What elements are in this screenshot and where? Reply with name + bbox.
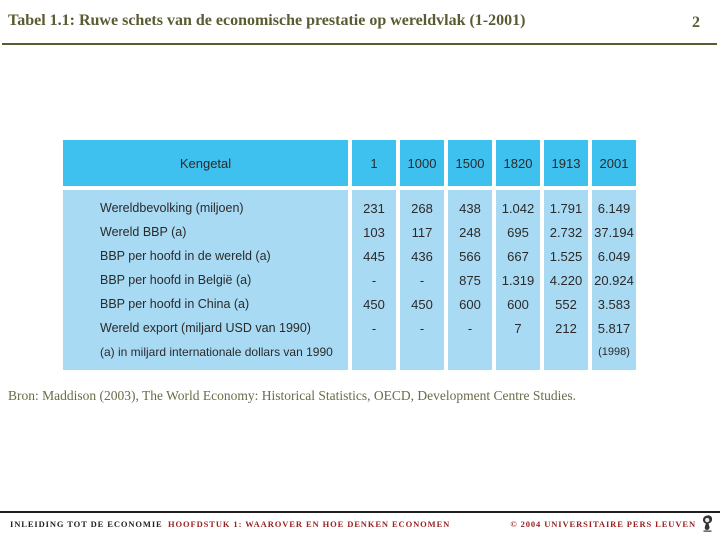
cell-note [352, 340, 396, 364]
cell-value: 450 [411, 296, 433, 312]
column-body: 268 117 436 - 450 - [400, 190, 444, 370]
column-header: 1913 [544, 140, 588, 186]
table-column-1500: 1500 438 248 566 875 600 - [448, 140, 492, 370]
row-label: BBP per hoofd in België (a) [100, 273, 252, 287]
cell-value: 37.194 [594, 224, 634, 240]
cell-note [448, 340, 492, 364]
page-number: 2 [692, 14, 700, 31]
cell-value: 1.319 [501, 272, 535, 288]
row-label: Wereld export (miljard USD van 1990) [100, 321, 311, 335]
cell-value: 212 [555, 320, 577, 336]
cell-note [496, 340, 540, 364]
cell-value: - [371, 272, 377, 288]
cell-value: 1.791 [549, 200, 583, 216]
cell-value: - [371, 320, 377, 336]
column-header: 1000 [400, 140, 444, 186]
cell-value: 450 [363, 296, 385, 312]
table-column-1000: 1000 268 117 436 - 450 - [400, 140, 444, 370]
column-body: Wereldbevolking (miljoen) Wereld BBP (a) B… [63, 190, 348, 370]
cell-value: 117 [411, 224, 433, 240]
cell-value: - [467, 320, 473, 336]
data-table: Kengetal Wereldbevolking (miljoen) Wereld … [63, 140, 636, 370]
cell-value: 667 [507, 248, 529, 264]
cell-value: 1.042 [501, 200, 535, 216]
column-header: 1820 [496, 140, 540, 186]
cell-value: 231 [363, 200, 385, 216]
cell-value: 566 [459, 248, 481, 264]
cell-value: 20.924 [594, 272, 634, 288]
cell-value: 6.049 [597, 248, 631, 264]
column-body: 438 248 566 875 600 - [448, 190, 492, 370]
row-label: Wereld BBP (a) [100, 225, 187, 239]
cell-value: 445 [363, 248, 385, 264]
cell-value: 436 [411, 248, 433, 264]
table-column-1913: 1913 1.791 2.732 1.525 4.220 552 212 [544, 140, 588, 370]
source-citation: Bron: Maddison (2003), The World Economy… [8, 388, 576, 403]
column-body: 231 103 445 - 450 - [352, 190, 396, 370]
footer-course-title: INLEIDING TOT DE ECONOMIE [10, 519, 163, 529]
table-column-kengetal: Kengetal Wereldbevolking (miljoen) Wereld … [63, 140, 348, 370]
column-header: Kengetal [63, 140, 348, 186]
column-body: 1.791 2.732 1.525 4.220 552 212 [544, 190, 588, 370]
table-footnote: (a) in miljard internationale dollars va… [100, 345, 333, 359]
table-column-1820: 1820 1.042 695 667 1.319 600 7 [496, 140, 540, 370]
cell-value: 600 [459, 296, 481, 312]
cell-value: - [419, 320, 425, 336]
footer-copyright: © 2004 UNIVERSITAIRE PERS LEUVEN [510, 519, 696, 529]
column-header: 1500 [448, 140, 492, 186]
cell-value: 268 [411, 200, 433, 216]
column-body: 1.042 695 667 1.319 600 7 [496, 190, 540, 370]
cell-value: 3.583 [597, 296, 631, 312]
cell-note [544, 340, 588, 364]
row-label: BBP per hoofd in de wereld (a) [100, 249, 271, 263]
cell-value: 103 [363, 224, 385, 240]
cell-value: 248 [459, 224, 481, 240]
cell-value: 552 [555, 296, 577, 312]
publisher-logo-icon [702, 515, 713, 532]
cell-value: 6.149 [597, 200, 631, 216]
column-header: 2001 [592, 140, 636, 186]
column-body: 6.149 37.194 6.049 20.924 3.583 5.817 (1998) [592, 190, 636, 370]
cell-value: 4.220 [549, 272, 583, 288]
page-title: Tabel 1.1: Ruwe schets van de economisch… [8, 12, 526, 29]
table-column-2001: 2001 6.149 37.194 6.049 20.924 3.583 5.817 (199… [592, 140, 636, 370]
cell-value: 1.525 [549, 248, 583, 264]
cell-value: 438 [459, 200, 481, 216]
cell-value: 7 [514, 320, 522, 336]
cell-value: 600 [507, 296, 529, 312]
row-label: BBP per hoofd in China (a) [100, 297, 250, 311]
title-divider [2, 43, 717, 45]
cell-note [400, 340, 444, 364]
table-column-1: 1 231 103 445 - 450 - [352, 140, 396, 370]
cell-value: 695 [507, 224, 529, 240]
cell-value: 2.732 [549, 224, 583, 240]
cell-value: 875 [459, 272, 481, 288]
column-header: 1 [352, 140, 396, 186]
cell-value: - [419, 272, 425, 288]
cell-note: (1998) [598, 346, 630, 358]
cell-value: 5.817 [597, 320, 631, 336]
row-label: Wereldbevolking (miljoen) [100, 201, 244, 215]
footer-divider [0, 511, 720, 513]
footer-chapter-title: HOOFDSTUK 1: WAAROVER EN HOE DENKEN ECON… [168, 519, 451, 529]
